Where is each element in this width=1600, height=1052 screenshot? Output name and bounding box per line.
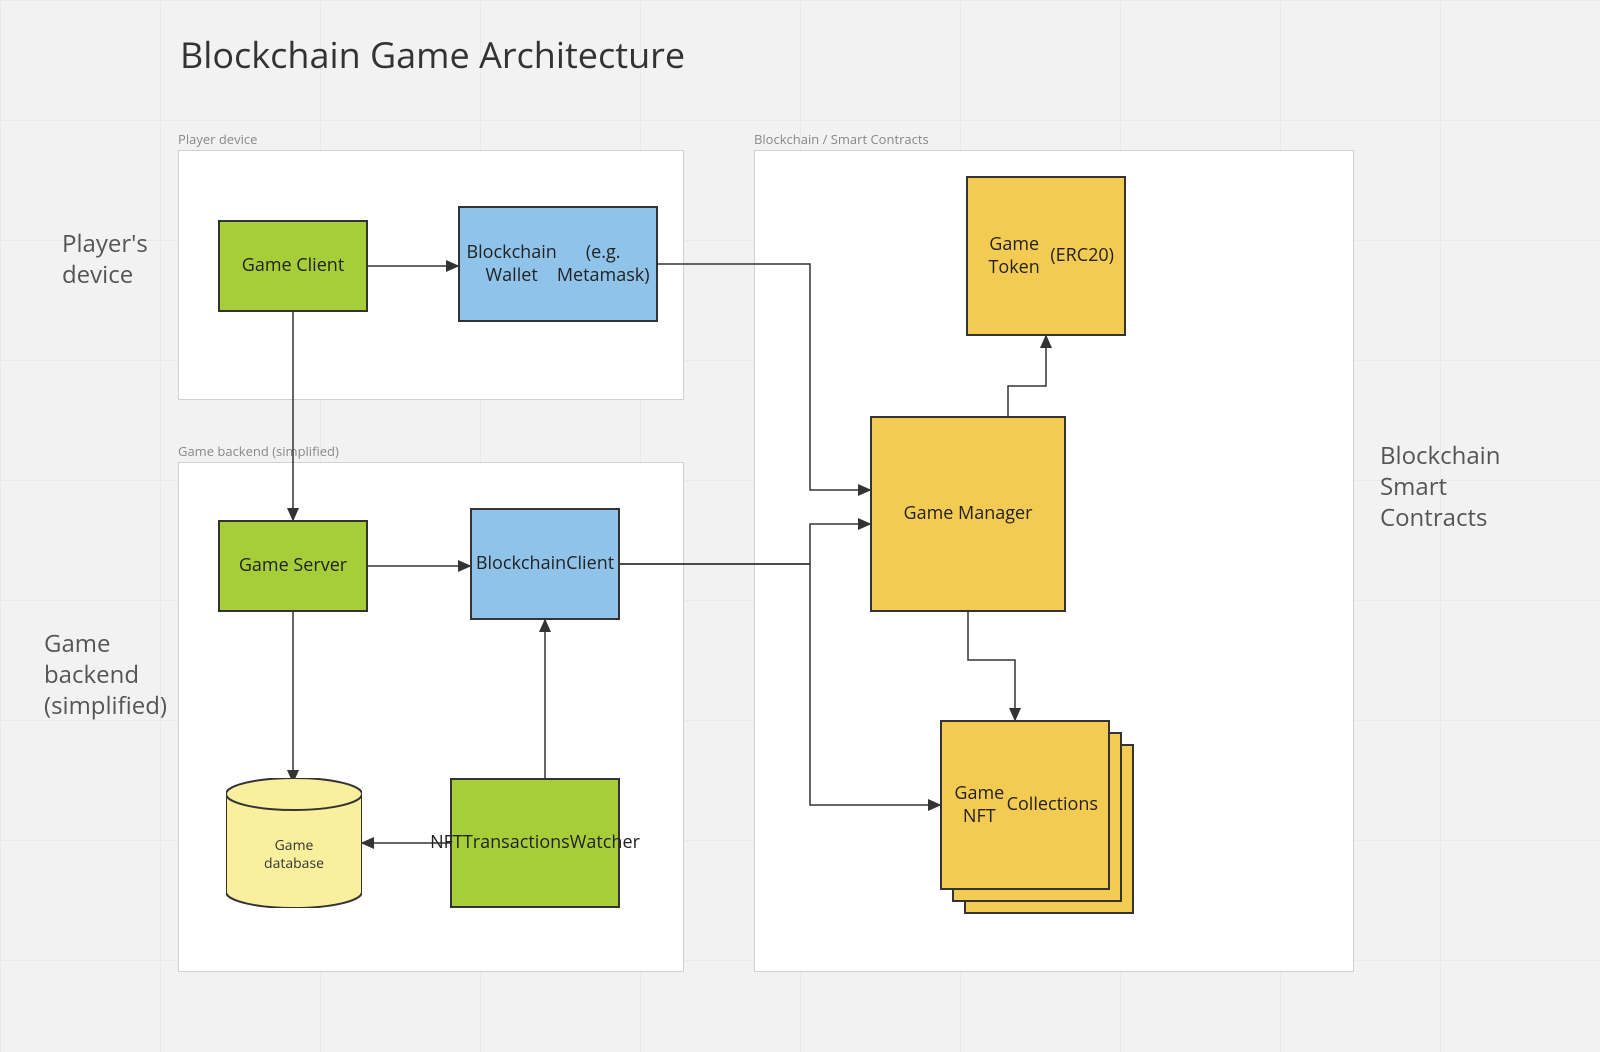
container-caption-player: Player device xyxy=(178,130,257,148)
node-game-manager: Game Manager xyxy=(870,416,1066,612)
region-label-contracts: BlockchainSmartContracts xyxy=(1380,440,1500,534)
node-blockchain-client: BlockchainClient xyxy=(470,508,620,620)
container-caption-backend: Game backend (simplified) xyxy=(178,442,339,460)
node-game-server: Game Server xyxy=(218,520,368,612)
diagram-title: Blockchain Game Architecture xyxy=(180,30,685,79)
node-game-database: Gamedatabase xyxy=(226,778,362,908)
region-label-backend: Gamebackend(simplified) xyxy=(44,628,167,722)
region-label-player: Player'sdevice xyxy=(62,228,148,290)
node-game-token: Game Token(ERC20) xyxy=(966,176,1126,336)
database-label: Gamedatabase xyxy=(226,837,362,873)
node-blockchain-wallet: Blockchain Wallet(e.g. Metamask) xyxy=(458,206,658,322)
node-nft-watcher: NFTTransactionsWatcher xyxy=(450,778,620,908)
container-caption-contracts: Blockchain / Smart Contracts xyxy=(754,130,929,148)
node-nft-collections: Game NFTCollections xyxy=(940,720,1110,890)
node-game-client: Game Client xyxy=(218,220,368,312)
